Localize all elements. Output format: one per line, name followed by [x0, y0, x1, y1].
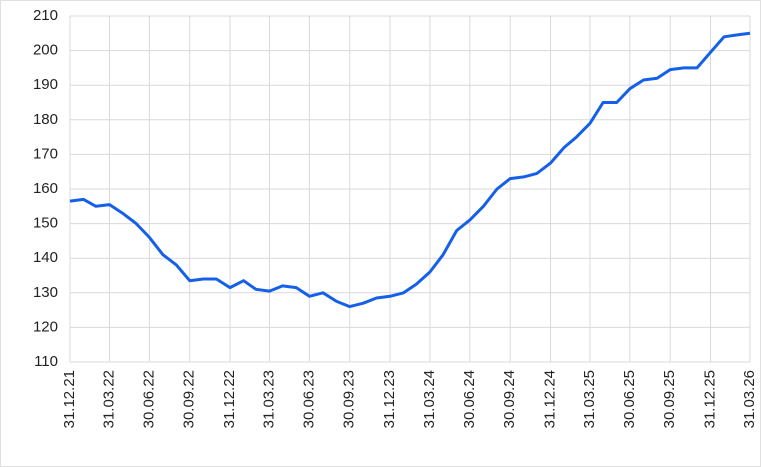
- y-tick-label: 190: [33, 76, 58, 93]
- x-tick-label: 30.06.22: [140, 370, 157, 428]
- y-tick-label: 210: [33, 7, 58, 24]
- x-tick-label: 31.03.22: [100, 370, 117, 428]
- y-tick-label: 150: [33, 215, 58, 232]
- x-tick-label: 30.09.25: [661, 370, 678, 428]
- y-tick-label: 140: [33, 249, 58, 266]
- y-tick-label: 160: [33, 180, 58, 197]
- x-tick-label: 30.09.22: [181, 370, 198, 428]
- y-tick-label: 170: [33, 145, 58, 162]
- y-tick-label: 130: [33, 284, 58, 301]
- x-tick-label: 30.09.23: [341, 370, 358, 428]
- x-tick-label: 31.03.25: [581, 370, 598, 428]
- x-tick-label: 31.03.24: [421, 370, 438, 428]
- line-series: [69, 31, 751, 309]
- y-tick-label: 180: [33, 111, 58, 128]
- x-tick-label: 30.09.24: [501, 370, 518, 428]
- y-tick-label: 110: [34, 353, 58, 370]
- x-tick-label: 31.12.23: [381, 370, 398, 428]
- x-tick-label: 31.12.24: [541, 370, 558, 428]
- y-tick-label: 200: [33, 42, 58, 59]
- x-tick-label: 30.06.25: [621, 370, 638, 428]
- x-tick-label: 31.12.21: [61, 370, 78, 428]
- x-tick-label: 31.03.23: [260, 370, 277, 428]
- x-tick-label: 31.03.26: [741, 370, 758, 428]
- x-tick-label: 30.06.23: [300, 370, 317, 428]
- x-tick-label: 30.06.24: [461, 370, 478, 428]
- y-tick-label: 120: [33, 318, 58, 335]
- x-tick-label: 31.12.25: [702, 370, 719, 428]
- x-tick-label: 31.12.22: [221, 370, 238, 428]
